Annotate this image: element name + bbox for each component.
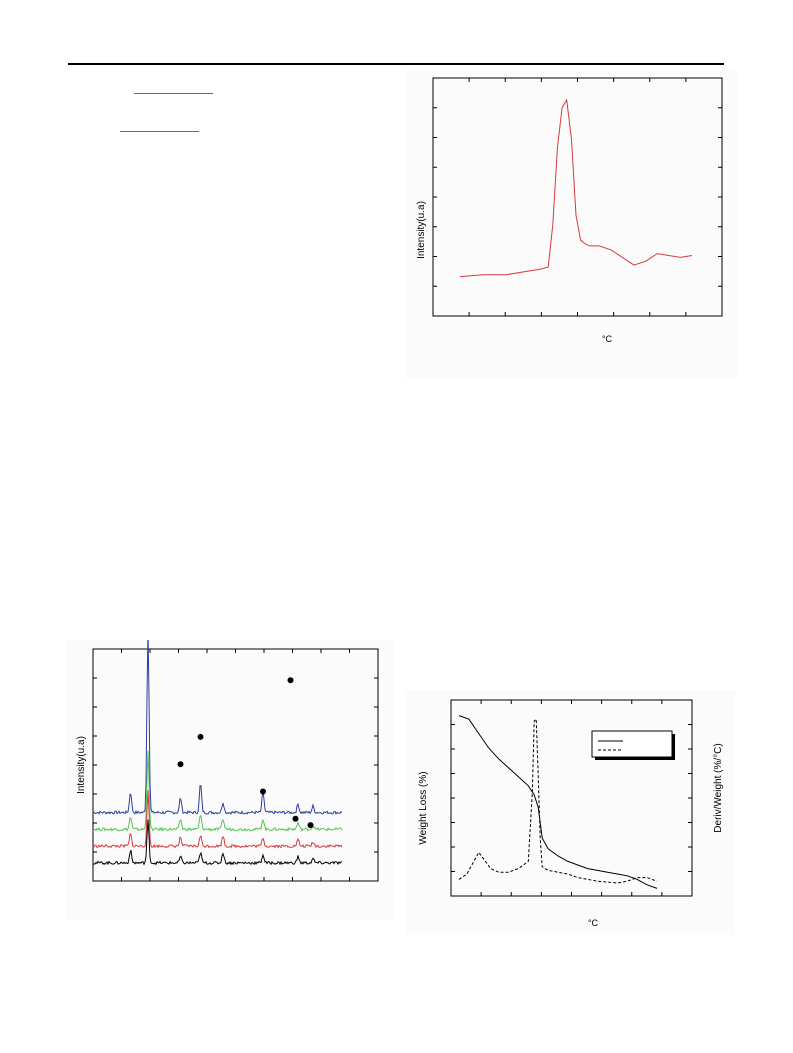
plot-frame bbox=[450, 699, 693, 897]
phase-marker bbox=[260, 788, 266, 795]
y-axis-label: Intensity(u.a) bbox=[76, 736, 87, 794]
phase-marker bbox=[307, 822, 314, 829]
phase-marker bbox=[197, 733, 204, 740]
series-line bbox=[459, 98, 693, 278]
phase-marker bbox=[177, 761, 184, 768]
x-axis-label: °C bbox=[588, 918, 599, 928]
figure-background bbox=[65, 640, 395, 920]
legend bbox=[591, 730, 675, 760]
plot-frame bbox=[432, 77, 723, 317]
weight-loss-line bbox=[458, 715, 658, 889]
tga-chart: Weight Loss (%) Deriv/Weight (%/°C) °C bbox=[418, 699, 724, 928]
x-axis-label: °C bbox=[602, 334, 613, 344]
diffraction-pattern-line bbox=[92, 750, 343, 832]
xrd-chart: Intensity(u.a) bbox=[76, 640, 379, 882]
phase-marker bbox=[292, 815, 299, 822]
link-underline bbox=[134, 93, 213, 94]
tpr-chart: Intensity(u.a) °C bbox=[416, 77, 723, 344]
diffraction-pattern-line bbox=[92, 790, 343, 849]
diffraction-pattern-line bbox=[92, 819, 343, 866]
figure-background bbox=[405, 70, 737, 378]
link-underline bbox=[120, 131, 199, 132]
header-rule bbox=[68, 63, 724, 65]
diffraction-pattern-line bbox=[92, 640, 343, 815]
y-axis-label-right: Deriv/Weight (%/°C) bbox=[713, 743, 724, 832]
phase-marker bbox=[287, 677, 294, 684]
y-axis-label: Intensity(u.a) bbox=[416, 201, 427, 259]
figure-background bbox=[405, 690, 735, 935]
y-axis-label-left: Weight Loss (%) bbox=[418, 771, 429, 844]
derivative-line bbox=[458, 718, 658, 884]
